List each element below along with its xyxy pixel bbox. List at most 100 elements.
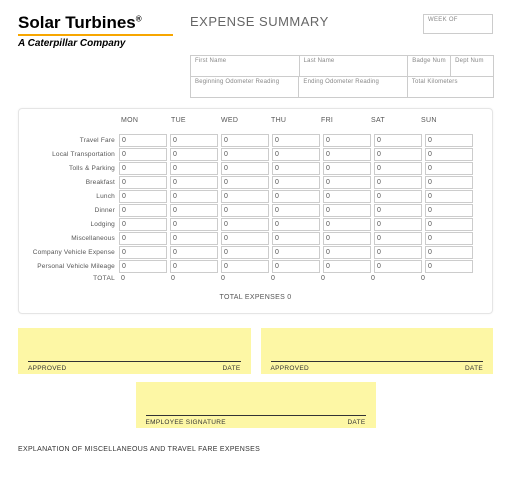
expense-input[interactable] [221,246,269,259]
expense-input[interactable] [374,134,422,147]
expense-input[interactable] [425,218,473,231]
expense-input[interactable] [221,134,269,147]
expense-input[interactable] [221,162,269,175]
expense-input[interactable] [272,246,320,259]
end-odo-field[interactable]: Ending Odometer Reading [298,76,407,98]
expense-cell [221,218,271,231]
expense-input[interactable] [119,190,167,203]
expense-input[interactable] [170,232,218,245]
expense-input[interactable] [425,260,473,273]
expense-cell [221,176,271,189]
total-mon: 0 [119,275,169,282]
expense-input[interactable] [221,204,269,217]
explanation-heading: EXPLANATION OF MISCELLANEOUS AND TRAVEL … [18,446,493,453]
expense-input[interactable] [323,204,371,217]
expense-input[interactable] [323,190,371,203]
expense-input[interactable] [272,190,320,203]
expense-input[interactable] [119,148,167,161]
expense-input[interactable] [170,148,218,161]
approved-box-1[interactable]: APPROVED DATE [18,328,251,374]
expense-input[interactable] [119,176,167,189]
expense-cell [170,260,220,273]
employee-sig-box[interactable]: EMPLOYEE SIGNATURE DATE [136,382,376,428]
expense-input[interactable] [170,190,218,203]
expense-input[interactable] [170,246,218,259]
expense-input[interactable] [323,134,371,147]
expense-input[interactable] [323,176,371,189]
expense-input[interactable] [170,260,218,273]
expense-input[interactable] [374,232,422,245]
expense-input[interactable] [272,162,320,175]
expense-cell [119,260,169,273]
expense-input[interactable] [323,260,371,273]
approved-box-2[interactable]: APPROVED DATE [261,328,494,374]
expense-input[interactable] [425,232,473,245]
expense-input[interactable] [374,190,422,203]
expense-input[interactable] [425,148,473,161]
expense-cell [374,134,424,147]
expense-input[interactable] [374,204,422,217]
expense-input[interactable] [119,260,167,273]
expense-input[interactable] [272,148,320,161]
expense-input[interactable] [221,232,269,245]
badge-num-field[interactable]: Badge Num [407,55,451,77]
dept-num-field[interactable]: Dept Num [450,55,494,77]
expense-input[interactable] [323,218,371,231]
expense-input[interactable] [170,176,218,189]
expense-input[interactable] [221,148,269,161]
expense-input[interactable] [272,176,320,189]
expense-input[interactable] [170,162,218,175]
expense-input[interactable] [272,260,320,273]
total-row: TOTAL 0 0 0 0 0 0 0 [31,275,480,282]
expense-input[interactable] [272,218,320,231]
last-name-field[interactable]: Last Name [299,55,409,77]
expense-input[interactable] [221,260,269,273]
expense-input[interactable] [323,162,371,175]
begin-odo-field[interactable]: Beginning Odometer Reading [190,76,299,98]
expense-row: Breakfast [31,176,480,189]
expense-input[interactable] [170,218,218,231]
approved-label-2: APPROVED [271,365,310,372]
expense-input[interactable] [272,134,320,147]
expense-cell [374,190,424,203]
first-name-field[interactable]: First Name [190,55,300,77]
date-label-1: DATE [222,365,240,372]
days-spacer [31,117,119,124]
expense-input[interactable] [323,148,371,161]
expense-input[interactable] [170,204,218,217]
expense-input[interactable] [374,176,422,189]
expense-input[interactable] [119,232,167,245]
expense-cell [272,134,322,147]
expense-input[interactable] [425,204,473,217]
signature-row-1: APPROVED DATE APPROVED DATE [18,328,493,374]
expense-cell [425,246,475,259]
expense-input[interactable] [119,246,167,259]
expense-input[interactable] [374,246,422,259]
expense-input[interactable] [221,190,269,203]
expense-input[interactable] [272,204,320,217]
expense-input[interactable] [374,162,422,175]
expense-input[interactable] [221,218,269,231]
expense-input[interactable] [323,246,371,259]
expense-input[interactable] [425,134,473,147]
expense-input[interactable] [119,134,167,147]
expense-input[interactable] [425,246,473,259]
expense-input[interactable] [425,190,473,203]
expense-input[interactable] [272,232,320,245]
expense-input[interactable] [119,218,167,231]
expense-input[interactable] [374,218,422,231]
expense-input[interactable] [323,232,371,245]
total-km-field[interactable]: Total Kilometers [407,76,494,98]
expense-input[interactable] [119,162,167,175]
expense-cell [323,260,373,273]
expense-input[interactable] [119,204,167,217]
expense-input[interactable] [374,148,422,161]
expense-input[interactable] [221,176,269,189]
expense-input[interactable] [425,176,473,189]
weekof-field[interactable]: WEEK OF [423,14,493,34]
expense-cell [272,246,322,259]
row-label: Company Vehicle Expense [31,249,119,256]
expense-input[interactable] [170,134,218,147]
expense-input[interactable] [374,260,422,273]
expense-input[interactable] [425,162,473,175]
